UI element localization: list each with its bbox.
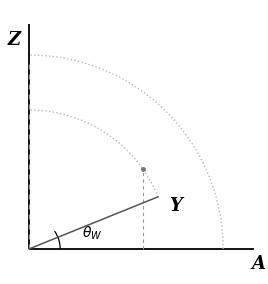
Text: $\theta_W$: $\theta_W$ [82,225,102,242]
Text: Z: Z [7,31,20,49]
Text: A: A [251,255,265,273]
Text: Y: Y [169,197,182,215]
